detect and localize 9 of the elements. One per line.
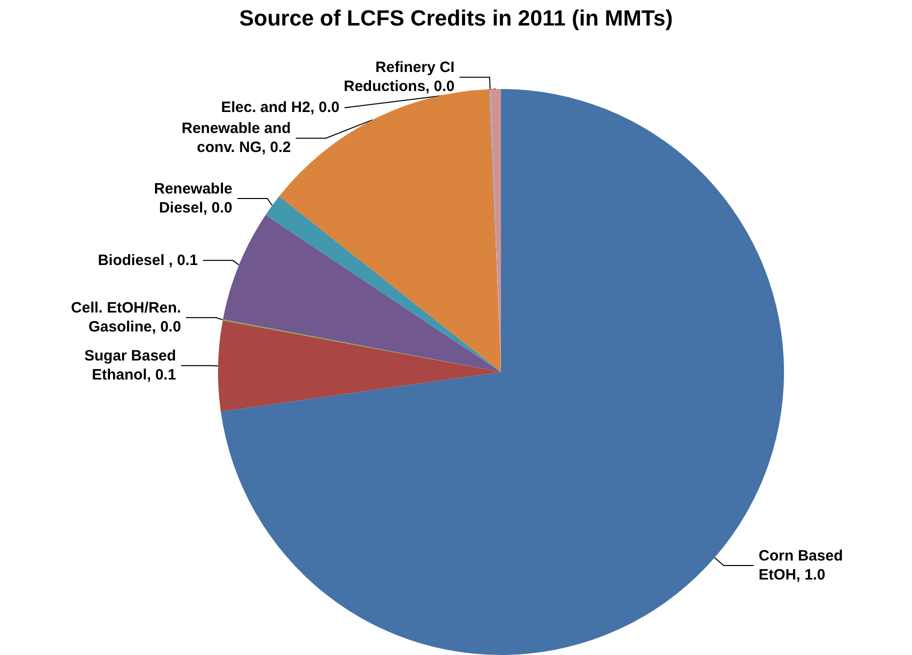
slice-label: Corn Based EtOH, 1.0	[758, 548, 843, 584]
chart-title: Source of LCFS Credits in 2011 (in MMTs)	[239, 6, 673, 30]
slice-label: Elec. and H2, 0.0	[221, 99, 340, 116]
slice-label: Refinery CI Reductions, 0.0	[344, 59, 455, 96]
slice-label: Sugar Based Ethanol, 0.1	[84, 348, 176, 384]
slice-label: Renewable and conv. NG, 0.2	[182, 120, 291, 156]
slice-label: Renewable Diesel, 0.0	[154, 180, 232, 216]
slice-label: Biodiesel , 0.1	[98, 252, 198, 269]
slice-label: Cell. EtOH/Ren. Gasoline, 0.0	[71, 300, 182, 336]
